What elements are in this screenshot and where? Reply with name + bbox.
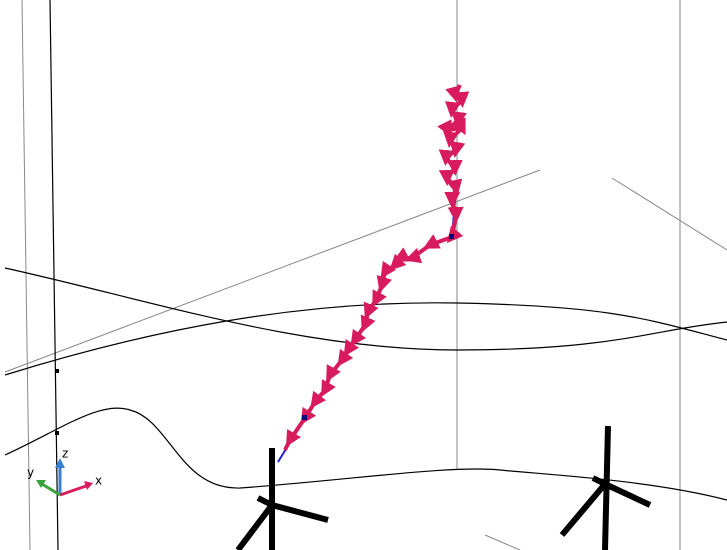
axis-label: y [27, 466, 34, 480]
axis-line [49, 0, 59, 550]
flight-path [277, 84, 470, 463]
wind-turbine [235, 448, 329, 550]
markers [55, 369, 59, 435]
wind-turbine [559, 425, 652, 550]
axes-gizmo: z x y [27, 447, 102, 497]
axis-label: z [62, 447, 68, 461]
terrain-curves [4, 267, 727, 501]
grid-lines [4, 0, 727, 550]
axis-label: x [95, 474, 102, 488]
